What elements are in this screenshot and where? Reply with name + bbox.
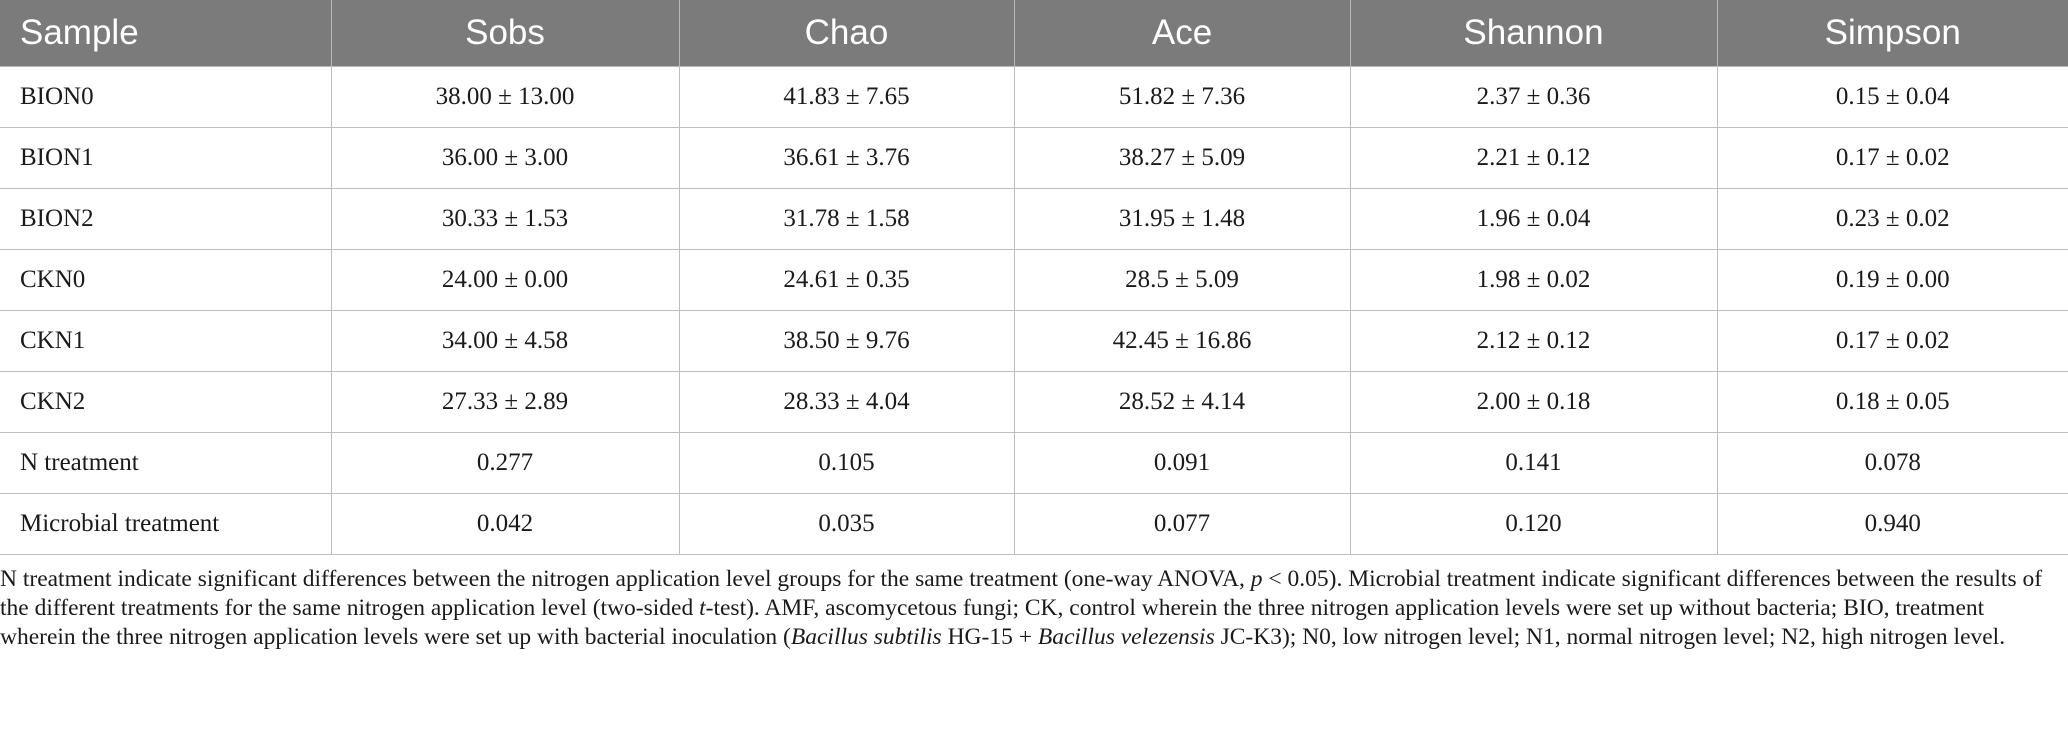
footnote-t-symbol: t [699, 595, 706, 621]
footnote-text: < 0.05). Microbial treatment indicate si… [0, 566, 2043, 621]
header-sample: Sample [0, 0, 332, 67]
row-label: BION1 [0, 127, 332, 189]
table-cell: 24.00 ± 0.00 [331, 249, 680, 311]
header-simpson: Simpson [1717, 0, 2068, 67]
table-cell: 38.00 ± 13.00 [331, 66, 680, 128]
row-label: N treatment [0, 432, 332, 494]
table-cell: 41.83 ± 7.65 [679, 66, 1015, 128]
table-cell: 31.78 ± 1.58 [679, 188, 1015, 250]
header-chao: Chao [679, 0, 1015, 67]
footnote-text: JC-K3); N0, low nitrogen level; N1, norm… [1214, 624, 2006, 650]
table-cell: 2.21 ± 0.12 [1350, 127, 1718, 189]
header-ace: Ace [1014, 0, 1351, 67]
table-cell: 2.00 ± 0.18 [1350, 371, 1718, 433]
row-label: CKN0 [0, 249, 332, 311]
table-cell: 0.277 [331, 432, 680, 494]
table-cell: 2.12 ± 0.12 [1350, 310, 1718, 372]
table-cell: 0.077 [1014, 493, 1351, 555]
table-cell: 1.98 ± 0.02 [1350, 249, 1718, 311]
table-row: CKN0 24.00 ± 0.00 24.61 ± 0.35 28.5 ± 5.… [0, 249, 2068, 311]
table-cell: 0.18 ± 0.05 [1717, 371, 2068, 433]
table-cell: 36.61 ± 3.76 [679, 127, 1015, 189]
footnote-p-symbol: p [1250, 566, 1263, 592]
table-cell: 0.23 ± 0.02 [1717, 188, 2068, 250]
table-row: CKN1 34.00 ± 4.58 38.50 ± 9.76 42.45 ± 1… [0, 310, 2068, 372]
table-row: CKN2 27.33 ± 2.89 28.33 ± 4.04 28.52 ± 4… [0, 371, 2068, 433]
footnote-species-name: Bacillus velezensis [1037, 624, 1215, 650]
table-cell: 0.17 ± 0.02 [1717, 127, 2068, 189]
table-cell: 2.37 ± 0.36 [1350, 66, 1718, 128]
header-shannon: Shannon [1350, 0, 1718, 67]
table-cell: 0.940 [1717, 493, 2068, 555]
table-cell: 30.33 ± 1.53 [331, 188, 680, 250]
diversity-table: Sample Sobs Chao Ace Shannon Simpson BIO… [0, 0, 2068, 555]
table-cell: 28.33 ± 4.04 [679, 371, 1015, 433]
table-cell: 24.61 ± 0.35 [679, 249, 1015, 311]
header-row: Sample Sobs Chao Ace Shannon Simpson [0, 0, 2068, 67]
table-cell: 36.00 ± 3.00 [331, 127, 680, 189]
table-cell: 0.17 ± 0.02 [1717, 310, 2068, 372]
table-cell: 0.19 ± 0.00 [1717, 249, 2068, 311]
footnote-species-name: Bacillus subtilis [790, 624, 942, 650]
table-row: BION0 38.00 ± 13.00 41.83 ± 7.65 51.82 ±… [0, 66, 2068, 128]
table-cell: 0.035 [679, 493, 1015, 555]
table-cell: 0.078 [1717, 432, 2068, 494]
table-row: BION2 30.33 ± 1.53 31.78 ± 1.58 31.95 ± … [0, 188, 2068, 250]
row-label: CKN2 [0, 371, 332, 433]
table-cell: 0.15 ± 0.04 [1717, 66, 2068, 128]
table-cell: 31.95 ± 1.48 [1014, 188, 1351, 250]
table-cell: 27.33 ± 2.89 [331, 371, 680, 433]
row-label: CKN1 [0, 310, 332, 372]
table-footnote: N treatment indicate significant differe… [0, 555, 2068, 652]
table-row: Microbial treatment 0.042 0.035 0.077 0.… [0, 493, 2068, 555]
footnote-text: HG-15 + [941, 624, 1038, 650]
table-cell: 1.96 ± 0.04 [1350, 188, 1718, 250]
table-cell: 51.82 ± 7.36 [1014, 66, 1351, 128]
table-cell: 28.52 ± 4.14 [1014, 371, 1351, 433]
table-row: N treatment 0.277 0.105 0.091 0.141 0.07… [0, 432, 2068, 494]
header-sobs: Sobs [331, 0, 680, 67]
table-cell: 34.00 ± 4.58 [331, 310, 680, 372]
table-cell: 42.45 ± 16.86 [1014, 310, 1351, 372]
footnote-text: -test). AMF, ascomycetous fungi; CK, con… [0, 595, 1985, 650]
table-cell: 28.5 ± 5.09 [1014, 249, 1351, 311]
row-label: Microbial treatment [0, 493, 332, 555]
table-cell: 38.27 ± 5.09 [1014, 127, 1351, 189]
row-label: BION2 [0, 188, 332, 250]
table-cell: 0.141 [1350, 432, 1718, 494]
footnote-text: N treatment indicate significant differe… [0, 566, 1251, 592]
table-cell: 38.50 ± 9.76 [679, 310, 1015, 372]
table-cell: 0.120 [1350, 493, 1718, 555]
row-label: BION0 [0, 66, 332, 128]
table-cell: 0.105 [679, 432, 1015, 494]
table-row: BION1 36.00 ± 3.00 36.61 ± 3.76 38.27 ± … [0, 127, 2068, 189]
table-cell: 0.091 [1014, 432, 1351, 494]
table-cell: 0.042 [331, 493, 680, 555]
